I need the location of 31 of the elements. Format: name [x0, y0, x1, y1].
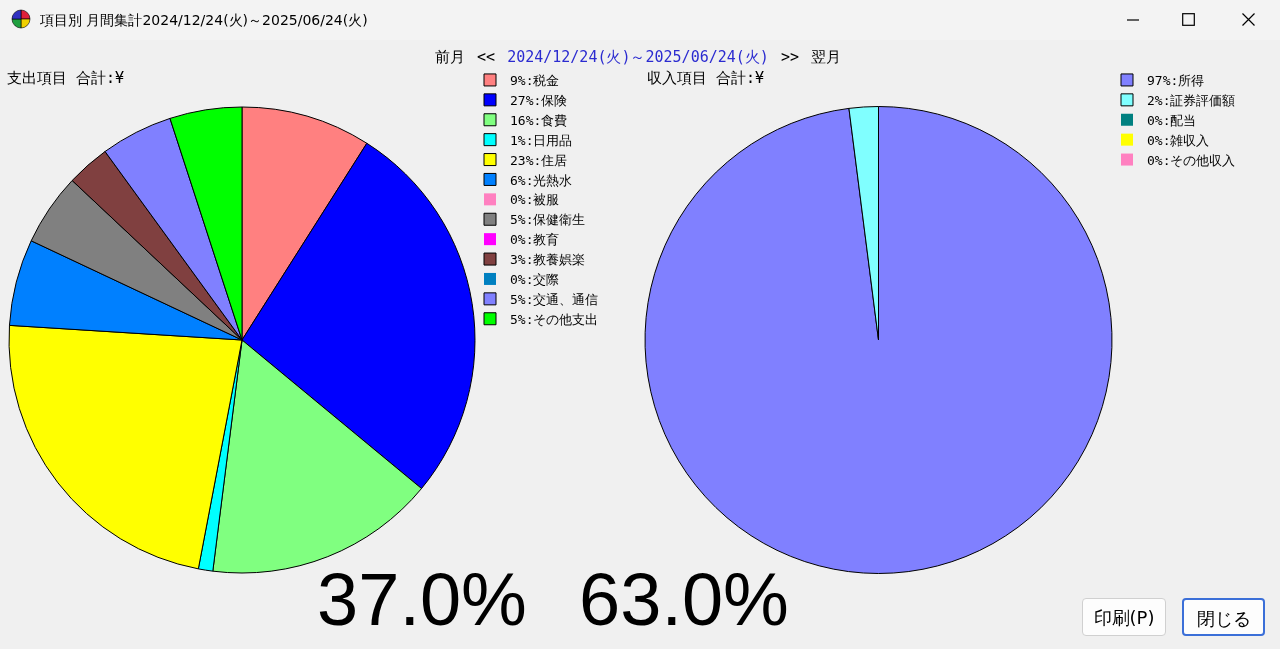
legend-label: 23%:住居	[510, 152, 568, 168]
text: 翌月	[810, 47, 841, 67]
legend-label: 97%:所得	[1147, 73, 1205, 89]
legend-label: 27%:保険	[510, 92, 568, 108]
text: 2024/12/24(火)～2025/06/24(火)	[507, 47, 769, 67]
close-button: 閉じる	[1182, 598, 1265, 636]
legend-label: 5%:保健衛生	[510, 212, 586, 228]
legend-label: 0%:交際	[510, 272, 560, 288]
legend-label: 9%:税金	[510, 73, 560, 89]
legend-label: 0%:教育	[510, 232, 560, 248]
text: 37.0%	[317, 558, 527, 641]
legend-label: 1%:日用品	[510, 132, 573, 148]
legend-label: 5%:その他支出	[510, 311, 599, 327]
pie-slice	[644, 106, 1113, 574]
text: 63.0%	[579, 558, 789, 641]
chart-title: 収入項目 合計:¥	[647, 69, 765, 88]
legend-label: 5%:交通、通信	[510, 291, 599, 307]
legend-label: 0%:被服	[510, 192, 560, 208]
legend-label: 2%:証券評価額	[1147, 92, 1236, 108]
legend-label: 0%:その他収入	[1147, 152, 1236, 168]
legend-label: 16%:食費	[510, 112, 568, 128]
legend-label: 0%:雑収入	[1147, 132, 1210, 148]
text: >>	[780, 48, 799, 66]
text: <<	[477, 48, 496, 66]
legend-label: 6%:光熱水	[510, 172, 573, 188]
print-button: 印刷(P)	[1082, 598, 1166, 636]
legend-label: 3%:教養娯楽	[510, 252, 586, 268]
chart-title: 支出項目 合計:¥	[7, 69, 125, 88]
text: 項目別 月間集計2024/12/24(火)～2025/06/24(火)	[40, 11, 368, 30]
legend-label: 0%:配当	[1147, 112, 1197, 128]
text: 前月	[435, 47, 466, 67]
